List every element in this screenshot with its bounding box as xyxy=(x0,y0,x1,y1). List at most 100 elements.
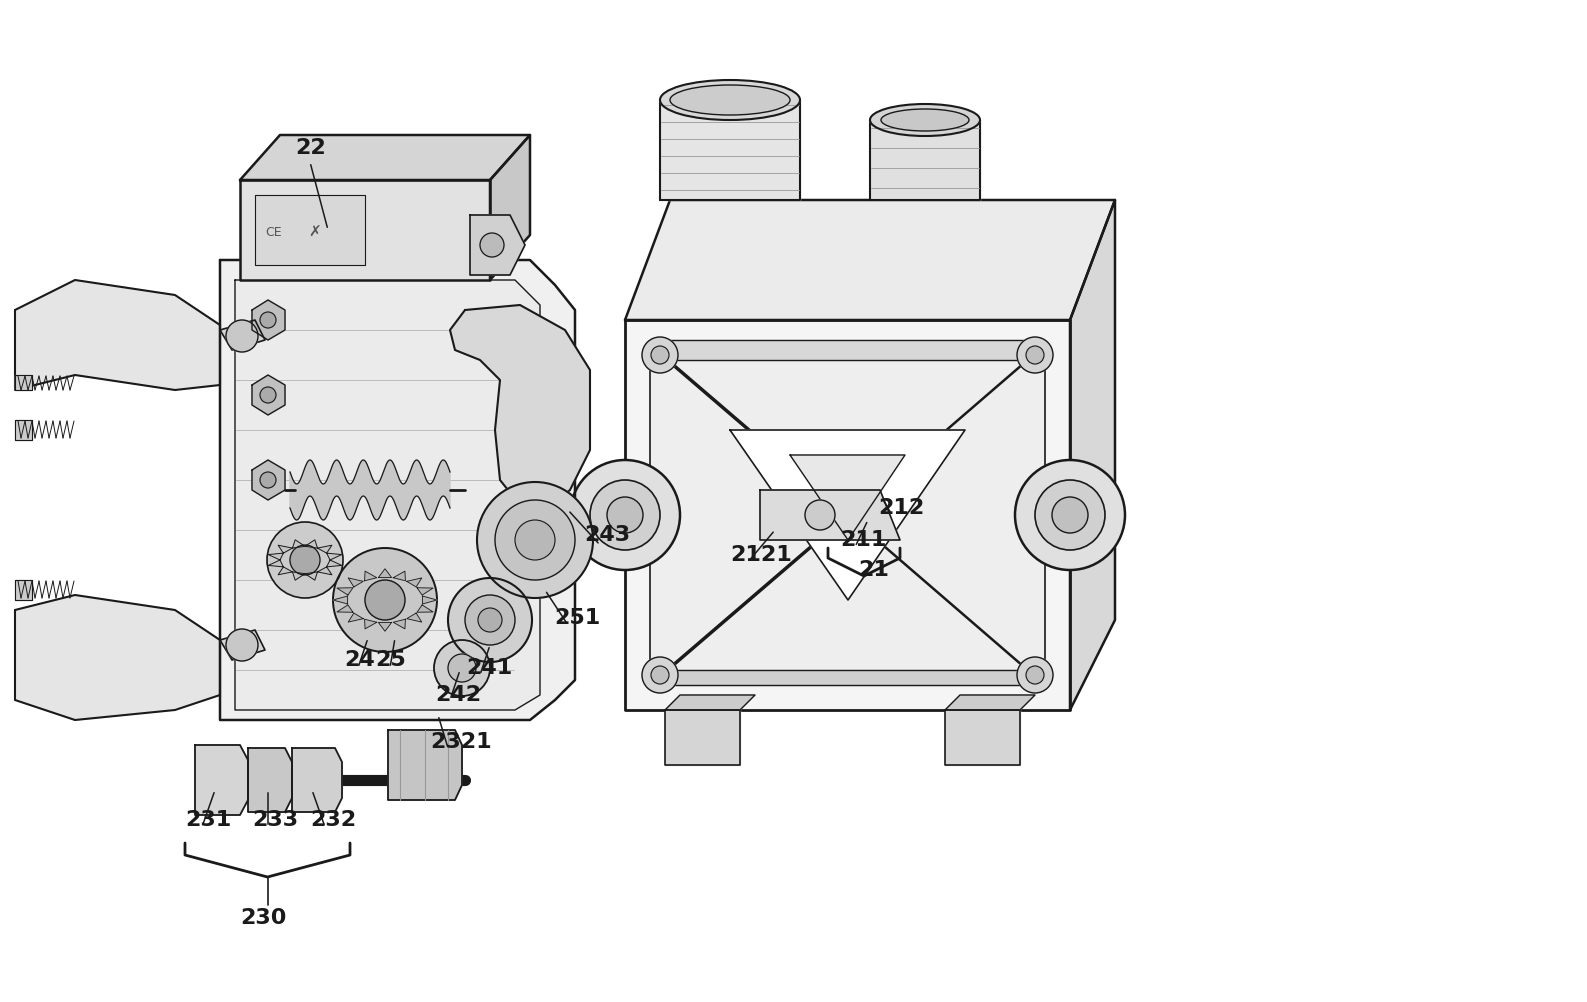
Circle shape xyxy=(448,578,532,662)
Circle shape xyxy=(1027,346,1044,364)
Circle shape xyxy=(1027,666,1044,684)
Ellipse shape xyxy=(660,80,800,120)
Polygon shape xyxy=(365,571,376,581)
Polygon shape xyxy=(256,195,365,265)
Circle shape xyxy=(1052,497,1089,533)
Polygon shape xyxy=(665,695,755,710)
Polygon shape xyxy=(417,588,433,595)
Polygon shape xyxy=(348,578,363,587)
Text: 232: 232 xyxy=(309,810,355,830)
Polygon shape xyxy=(14,595,221,720)
Circle shape xyxy=(365,580,405,620)
Polygon shape xyxy=(14,420,32,440)
Polygon shape xyxy=(730,430,965,600)
Circle shape xyxy=(606,497,643,533)
Text: 25: 25 xyxy=(375,650,406,670)
Text: 24: 24 xyxy=(344,650,375,670)
Circle shape xyxy=(260,472,276,488)
Circle shape xyxy=(465,595,516,645)
Text: 2321: 2321 xyxy=(430,732,492,752)
Polygon shape xyxy=(378,569,392,577)
Text: 2121: 2121 xyxy=(730,545,792,565)
Circle shape xyxy=(448,654,476,682)
Polygon shape xyxy=(378,622,392,631)
Polygon shape xyxy=(490,135,530,280)
Polygon shape xyxy=(327,553,341,560)
Polygon shape xyxy=(252,460,286,500)
Polygon shape xyxy=(235,280,540,710)
Circle shape xyxy=(479,233,505,257)
Polygon shape xyxy=(470,215,525,275)
Polygon shape xyxy=(327,560,341,567)
Polygon shape xyxy=(252,375,286,415)
Polygon shape xyxy=(240,135,530,180)
Polygon shape xyxy=(292,572,305,580)
Circle shape xyxy=(267,522,343,598)
Polygon shape xyxy=(195,745,248,815)
Circle shape xyxy=(333,548,436,652)
Circle shape xyxy=(651,346,670,364)
Circle shape xyxy=(1035,480,1105,550)
Polygon shape xyxy=(665,710,740,765)
Polygon shape xyxy=(394,571,405,581)
Polygon shape xyxy=(292,540,305,548)
Polygon shape xyxy=(268,560,284,567)
Polygon shape xyxy=(406,613,422,622)
Circle shape xyxy=(516,520,555,560)
Polygon shape xyxy=(651,340,1044,360)
Polygon shape xyxy=(870,120,981,200)
Text: 21: 21 xyxy=(859,560,889,580)
Polygon shape xyxy=(336,588,352,595)
Polygon shape xyxy=(625,200,1116,320)
Circle shape xyxy=(260,387,276,403)
Polygon shape xyxy=(221,630,265,660)
Polygon shape xyxy=(365,619,376,629)
Polygon shape xyxy=(268,553,284,560)
Circle shape xyxy=(651,666,670,684)
Circle shape xyxy=(1016,460,1125,570)
Text: 230: 230 xyxy=(240,908,286,928)
Polygon shape xyxy=(760,490,900,540)
Polygon shape xyxy=(944,695,1035,710)
Circle shape xyxy=(805,500,835,530)
Text: 251: 251 xyxy=(554,608,600,628)
Polygon shape xyxy=(1070,200,1116,710)
Polygon shape xyxy=(305,572,317,580)
Polygon shape xyxy=(451,305,590,510)
Circle shape xyxy=(1017,337,1054,373)
Polygon shape xyxy=(417,605,433,612)
Polygon shape xyxy=(278,567,292,575)
Polygon shape xyxy=(348,613,363,622)
Text: 22: 22 xyxy=(295,138,325,158)
Circle shape xyxy=(478,608,501,632)
Polygon shape xyxy=(240,180,490,280)
Polygon shape xyxy=(305,540,317,548)
Polygon shape xyxy=(14,580,32,600)
Polygon shape xyxy=(660,100,800,200)
Circle shape xyxy=(260,312,276,328)
Polygon shape xyxy=(14,375,32,390)
Polygon shape xyxy=(252,300,286,340)
Circle shape xyxy=(225,629,259,661)
Circle shape xyxy=(643,337,678,373)
Ellipse shape xyxy=(870,104,981,136)
Polygon shape xyxy=(651,345,1044,685)
Polygon shape xyxy=(333,596,348,604)
Polygon shape xyxy=(278,545,292,553)
Ellipse shape xyxy=(670,85,790,115)
Circle shape xyxy=(643,657,678,693)
Polygon shape xyxy=(387,730,462,800)
Text: 242: 242 xyxy=(435,685,481,705)
Circle shape xyxy=(1017,657,1054,693)
Polygon shape xyxy=(625,320,1070,710)
Polygon shape xyxy=(422,596,436,604)
Polygon shape xyxy=(651,670,1044,685)
Ellipse shape xyxy=(881,109,970,131)
Polygon shape xyxy=(394,619,405,629)
Circle shape xyxy=(290,545,321,575)
Text: 233: 233 xyxy=(252,810,298,830)
Circle shape xyxy=(495,500,574,580)
Text: 231: 231 xyxy=(186,810,232,830)
Circle shape xyxy=(570,460,679,570)
Polygon shape xyxy=(221,260,574,720)
